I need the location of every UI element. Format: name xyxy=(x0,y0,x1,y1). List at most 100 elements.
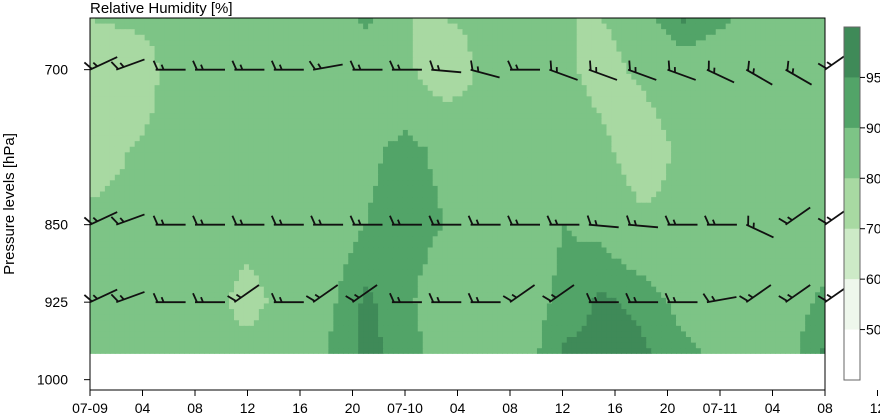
heatmap-cell xyxy=(328,146,334,153)
heatmap-cell xyxy=(224,141,230,148)
heatmap-cell xyxy=(690,18,697,25)
heatmap-cell xyxy=(556,85,563,92)
heatmap-cell xyxy=(253,73,260,81)
heatmap-cell xyxy=(795,124,801,131)
heatmap-cell xyxy=(90,73,96,81)
heatmap-cell xyxy=(472,51,478,58)
heatmap-cell xyxy=(482,45,488,53)
heatmap-cell xyxy=(338,169,344,176)
heatmap-cell xyxy=(482,118,488,125)
heatmap-cell xyxy=(556,169,563,176)
heatmap-cell xyxy=(298,152,305,159)
heatmap-cell xyxy=(258,62,265,69)
heatmap-cell xyxy=(199,169,205,176)
heatmap-cell xyxy=(303,57,310,64)
heatmap-cell xyxy=(740,68,747,75)
heatmap-cell xyxy=(348,34,354,41)
heatmap-cell xyxy=(164,85,171,92)
heatmap-cell xyxy=(219,129,225,137)
heatmap-cell xyxy=(199,129,205,137)
heatmap-cell xyxy=(685,101,692,109)
heatmap-cell xyxy=(700,45,707,53)
heatmap-cell xyxy=(124,107,131,114)
heatmap-cell xyxy=(229,34,235,41)
heatmap-cell xyxy=(700,68,707,75)
heatmap-cell xyxy=(144,180,151,187)
heatmap-cell xyxy=(124,124,131,131)
heatmap-cell xyxy=(427,45,434,53)
heatmap-cell xyxy=(283,124,290,131)
heatmap-cell xyxy=(358,146,364,153)
heatmap-cell xyxy=(800,45,806,53)
heatmap-cell xyxy=(636,191,642,198)
heatmap-cell xyxy=(616,129,622,137)
heatmap-cell xyxy=(293,68,300,75)
heatmap-cell xyxy=(308,202,315,209)
heatmap-cell xyxy=(571,23,578,30)
heatmap-cell xyxy=(229,174,235,181)
heatmap-cell xyxy=(234,169,240,176)
heatmap-cell xyxy=(705,191,712,198)
heatmap-cell xyxy=(631,101,637,109)
heatmap-cell xyxy=(551,101,558,109)
heatmap-cell xyxy=(184,57,190,64)
heatmap-cell xyxy=(338,113,344,120)
heatmap-cell xyxy=(194,107,200,114)
heatmap-cell xyxy=(770,85,776,92)
heatmap-cell xyxy=(343,101,349,109)
heatmap-cell xyxy=(507,23,513,30)
heatmap-cell xyxy=(601,174,608,181)
heatmap-cell xyxy=(397,141,404,148)
heatmap-cell xyxy=(373,23,379,30)
heatmap-cell xyxy=(149,29,156,36)
heatmap-cell xyxy=(507,107,513,114)
heatmap-cell xyxy=(800,113,806,120)
heatmap-cell xyxy=(611,51,618,58)
heatmap-cell xyxy=(204,23,210,30)
heatmap-cell xyxy=(666,197,672,204)
heatmap-cell xyxy=(800,118,806,125)
heatmap-cell xyxy=(531,51,538,58)
heatmap-cell xyxy=(651,157,657,165)
heatmap-cell xyxy=(571,174,578,181)
heatmap-cell xyxy=(745,90,752,97)
heatmap-cell xyxy=(611,169,618,176)
heatmap-cell xyxy=(531,124,538,131)
heatmap-cell xyxy=(402,185,409,193)
heatmap-cell xyxy=(765,152,771,159)
heatmap-cell xyxy=(452,152,459,159)
heatmap-cell xyxy=(114,124,121,131)
heatmap-cell xyxy=(397,185,404,193)
heatmap-cell xyxy=(328,18,334,25)
heatmap-cell xyxy=(661,124,667,131)
heatmap-cell xyxy=(720,34,727,41)
heatmap-cell xyxy=(725,85,732,92)
heatmap-cell xyxy=(248,135,255,142)
heatmap-cell xyxy=(194,45,200,53)
heatmap-cell xyxy=(705,124,712,131)
heatmap-cell xyxy=(243,96,250,103)
heatmap-cell xyxy=(666,118,672,125)
heatmap-cell xyxy=(313,169,320,176)
heatmap-cell xyxy=(596,79,603,86)
heatmap-cell xyxy=(263,129,270,137)
heatmap-cell xyxy=(368,29,374,36)
heatmap-cell xyxy=(387,146,394,153)
heatmap-cell xyxy=(373,124,379,131)
heatmap-cell xyxy=(765,185,771,193)
heatmap-cell xyxy=(492,68,498,75)
heatmap-cell xyxy=(169,141,176,148)
heatmap-cell xyxy=(392,73,399,81)
heatmap-cell xyxy=(427,141,434,148)
heatmap-cell xyxy=(179,129,185,137)
heatmap-cell xyxy=(740,18,747,25)
heatmap-cell xyxy=(497,152,503,159)
heatmap-cell xyxy=(119,57,126,64)
heatmap-cell xyxy=(243,51,250,58)
heatmap-cell xyxy=(229,124,235,131)
heatmap-cell xyxy=(437,118,444,125)
heatmap-cell xyxy=(293,135,300,142)
heatmap-cell xyxy=(487,191,493,198)
heatmap-cell xyxy=(253,34,260,41)
heatmap-cell xyxy=(447,113,454,120)
